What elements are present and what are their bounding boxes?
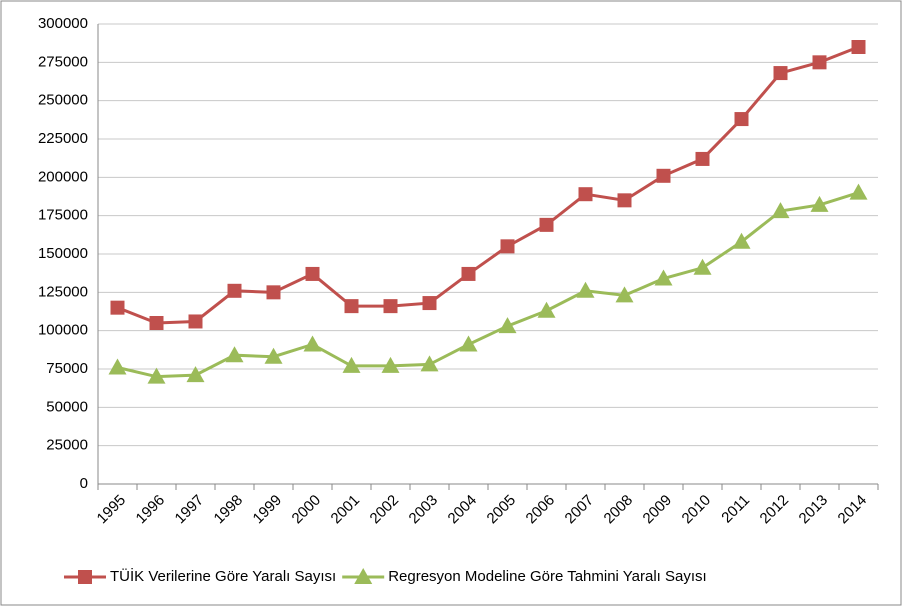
marker [771, 202, 790, 219]
marker [732, 232, 751, 249]
marker [186, 366, 205, 383]
marker [539, 217, 554, 232]
legend-label: TÜİK Verilerine Göre Yaralı Sayısı [110, 567, 336, 585]
marker [851, 40, 866, 54]
y-tick-label: 300000 [38, 15, 88, 32]
marker [578, 187, 593, 202]
y-tick-label: 200000 [38, 168, 88, 185]
marker [188, 314, 203, 329]
marker [615, 286, 634, 303]
marker [500, 239, 515, 254]
marker [149, 316, 164, 330]
marker [459, 335, 478, 352]
y-tick-label: 125000 [38, 283, 88, 300]
marker [147, 367, 166, 384]
marker [305, 266, 320, 281]
marker [734, 112, 749, 127]
y-tick-label: 75000 [46, 360, 88, 377]
marker [303, 335, 322, 352]
marker [422, 296, 437, 311]
y-tick-label: 50000 [46, 398, 88, 415]
y-tick-label: 100000 [38, 322, 88, 339]
marker [656, 168, 671, 183]
marker [773, 66, 788, 81]
marker [342, 356, 361, 373]
y-tick-label: 150000 [38, 245, 88, 262]
y-tick-label: 250000 [38, 92, 88, 109]
y-tick-label: 275000 [38, 53, 88, 70]
marker [461, 266, 476, 281]
marker [695, 151, 710, 166]
marker [849, 183, 868, 200]
y-tick-label: 225000 [38, 130, 88, 147]
marker [498, 317, 517, 334]
marker [227, 283, 242, 298]
y-tick-label: 25000 [46, 437, 88, 454]
marker [576, 281, 595, 298]
marker [225, 346, 244, 363]
marker [383, 299, 398, 314]
marker [381, 356, 400, 373]
marker [110, 300, 125, 315]
marker [78, 570, 92, 584]
y-tick-label: 0 [80, 475, 88, 492]
marker [420, 355, 439, 372]
marker [810, 195, 829, 212]
y-tick-label: 175000 [38, 207, 88, 224]
marker [264, 347, 283, 364]
legend-label: Regresyon Modeline Göre Tahmini Yaralı S… [388, 568, 707, 585]
marker [693, 258, 712, 275]
marker [654, 269, 673, 286]
marker [812, 55, 827, 70]
marker [108, 358, 127, 375]
marker [266, 285, 281, 300]
marker [354, 568, 373, 584]
marker [617, 193, 632, 208]
marker [344, 299, 359, 314]
marker [537, 301, 556, 318]
